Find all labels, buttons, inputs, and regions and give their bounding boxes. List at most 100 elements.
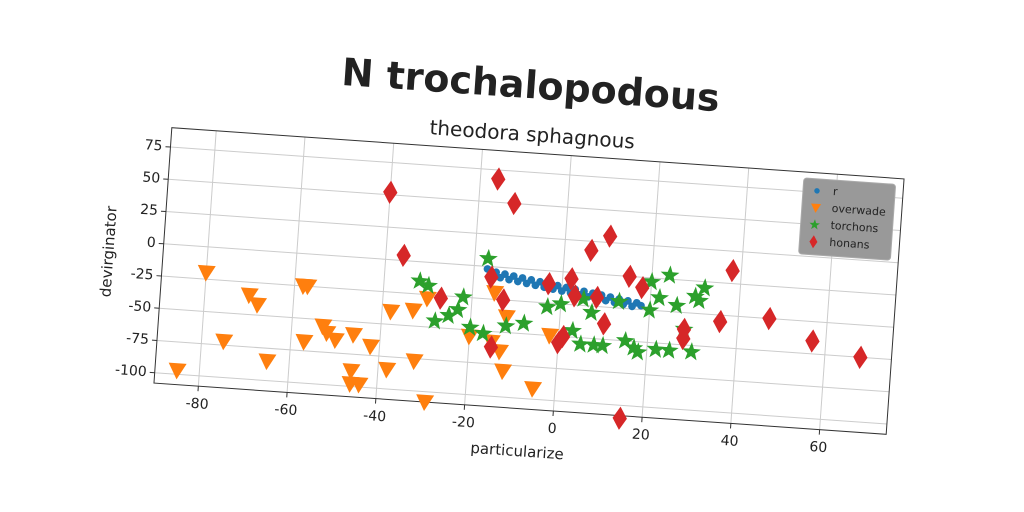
- legend-label: torchons: [830, 219, 879, 235]
- point: [524, 381, 543, 398]
- point: [628, 342, 648, 361]
- point: [240, 287, 259, 305]
- point: [258, 353, 277, 371]
- point: [483, 335, 499, 359]
- point: [495, 288, 511, 312]
- point: [584, 238, 599, 263]
- point: [350, 376, 369, 394]
- point: [762, 306, 777, 331]
- point: [567, 284, 582, 308]
- point: [410, 271, 430, 290]
- grid-line: [159, 307, 892, 360]
- point: [486, 285, 505, 302]
- point: [853, 345, 868, 369]
- point: [382, 303, 401, 321]
- point: [249, 296, 268, 314]
- point: [712, 309, 728, 334]
- point: [295, 333, 314, 351]
- y-tick-label: -100: [114, 362, 147, 380]
- legend-marker: [809, 219, 820, 230]
- grid-line: [163, 243, 896, 296]
- point: [378, 361, 397, 379]
- point: [551, 294, 571, 313]
- grid-line: [154, 372, 887, 425]
- point: [541, 327, 560, 345]
- point: [624, 338, 644, 357]
- y-tick-label: 25: [140, 202, 159, 219]
- point: [589, 285, 605, 310]
- y-tick-label: 75: [144, 137, 163, 154]
- grid-line: [156, 340, 890, 393]
- point: [448, 299, 468, 319]
- point: [473, 323, 493, 342]
- point: [396, 243, 411, 268]
- point: [650, 288, 669, 307]
- point: [574, 289, 594, 308]
- point: [725, 258, 740, 283]
- point: [514, 313, 534, 332]
- y-tick-label: 50: [142, 170, 161, 187]
- point: [527, 276, 536, 284]
- point: [501, 270, 509, 278]
- x-tick-label: -20: [451, 414, 475, 432]
- point: [419, 275, 438, 295]
- chart-title: N trochalopodous: [340, 50, 721, 120]
- point: [496, 316, 516, 335]
- point: [497, 309, 516, 326]
- point: [479, 248, 498, 268]
- point: [555, 324, 571, 349]
- point: [460, 317, 480, 336]
- point: [484, 265, 499, 289]
- plot-frame: [153, 127, 905, 435]
- legend-label: honans: [829, 236, 870, 252]
- point: [660, 265, 680, 284]
- point: [326, 332, 345, 350]
- point: [345, 327, 364, 344]
- x-tick-label: 40: [720, 433, 739, 450]
- x-tick-label: -80: [185, 395, 209, 413]
- point: [494, 363, 513, 381]
- legend-label: overwade: [831, 202, 886, 219]
- y-tick-label: 0: [146, 235, 156, 252]
- point: [602, 224, 618, 248]
- point: [197, 264, 216, 282]
- point: [805, 329, 820, 353]
- point: [509, 272, 518, 280]
- point: [425, 311, 445, 330]
- point: [168, 362, 187, 380]
- point: [405, 353, 424, 371]
- point: [318, 325, 337, 342]
- point: [342, 363, 361, 380]
- point: [659, 340, 679, 359]
- point: [215, 333, 234, 351]
- point: [404, 302, 423, 320]
- point: [635, 275, 650, 300]
- y-tick-label: -25: [130, 266, 154, 284]
- x-tick-label: 0: [547, 421, 557, 438]
- point: [612, 406, 627, 430]
- point: [695, 278, 715, 297]
- point: [564, 267, 579, 291]
- point: [640, 300, 660, 319]
- point: [571, 334, 590, 353]
- y-axis-label: devirginator: [96, 205, 120, 298]
- point: [416, 394, 435, 411]
- x-tick-label: 60: [809, 439, 828, 456]
- point: [362, 338, 381, 356]
- grid-line: [165, 211, 899, 264]
- point: [418, 290, 437, 308]
- y-tick-label: -75: [126, 330, 150, 348]
- legend-marker: [809, 235, 818, 249]
- point: [685, 286, 705, 305]
- point: [690, 290, 709, 310]
- legend-marker: [811, 203, 822, 213]
- grid-line: [170, 146, 903, 199]
- point: [609, 291, 629, 310]
- point: [507, 191, 522, 216]
- grid-line: [168, 178, 901, 232]
- point: [676, 326, 691, 351]
- chart-group: N trochalopodous theodora sphagnous part…: [96, 50, 905, 463]
- point: [439, 305, 459, 324]
- point: [584, 335, 604, 354]
